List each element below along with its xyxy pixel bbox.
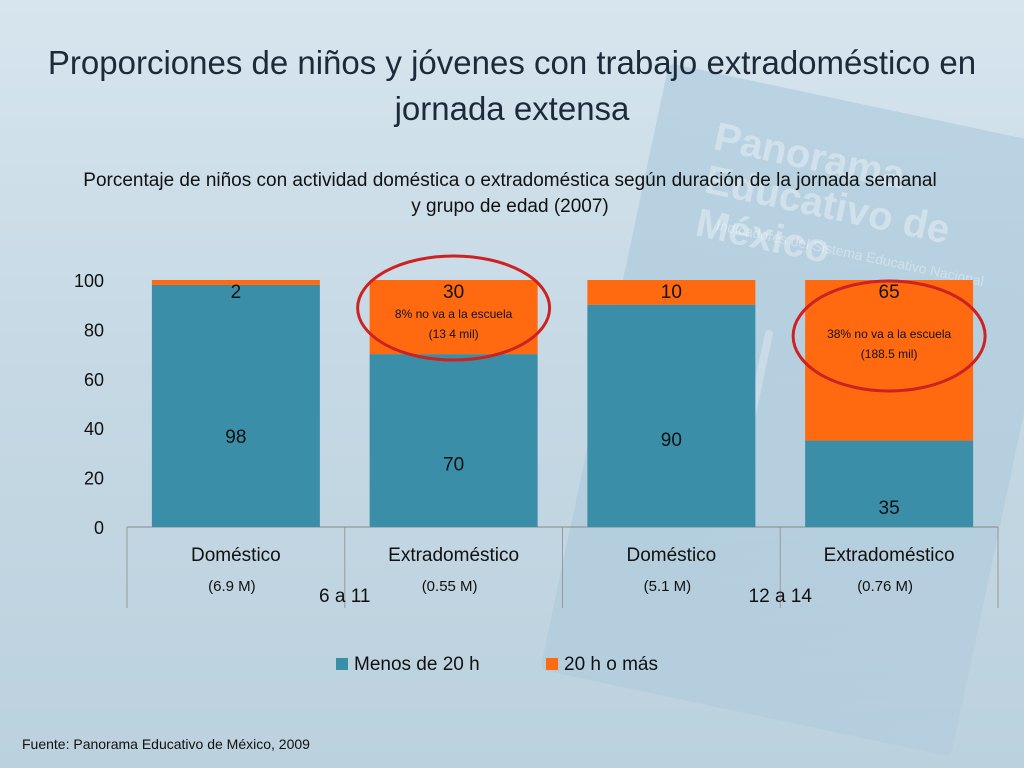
data-label: 10 <box>661 282 682 303</box>
annotation-text: 8% no va a la escuela <box>395 307 513 321</box>
slide-title: Proporciones de niños y jóvenes con trab… <box>47 44 977 127</box>
bar-segment <box>805 440 974 527</box>
bar-segment <box>587 304 756 527</box>
source-note: Fuente: Panorama Educativo de México, 20… <box>22 736 310 752</box>
bar-segment <box>805 280 974 441</box>
bar-segment <box>151 284 320 527</box>
annotation-text: (188.5 mil) <box>861 347 918 361</box>
y-tick-label: 80 <box>84 320 104 340</box>
data-label: 98 <box>225 427 246 448</box>
chart-title: Porcentaje de niños con actividad domést… <box>83 170 937 217</box>
annotation-text: (13 4 mil) <box>429 327 479 341</box>
category-size-label: (6.9 M) <box>208 578 256 595</box>
highlight-ellipse <box>791 279 987 393</box>
legend-swatch <box>546 658 558 670</box>
y-tick-label: 100 <box>74 271 104 291</box>
group-label: 12 a 14 <box>749 586 813 607</box>
highlight-ellipse <box>356 254 552 362</box>
group-label: 6 a 11 <box>319 586 370 607</box>
bar-segment <box>369 354 538 527</box>
y-tick-label: 60 <box>84 370 104 390</box>
stacked-bar-chart: 0 20 40 60 80 100 98 2 Doméstico (6.9 M) 70 30 Extra… <box>74 254 999 675</box>
category-size-label: (5.1 M) <box>644 578 692 595</box>
legend-swatch <box>336 658 348 670</box>
data-label: 2 <box>231 282 242 303</box>
y-tick-label: 40 <box>84 419 104 439</box>
data-label: 35 <box>879 498 900 519</box>
category-size-label: (0.76 M) <box>857 578 913 595</box>
category-size-label: (0.55 M) <box>422 578 478 595</box>
category-label: Extradoméstico <box>388 545 519 566</box>
data-label: 30 <box>443 282 464 303</box>
data-label: 70 <box>443 455 464 476</box>
legend-label: 20 h o más <box>564 654 658 675</box>
category-label: Doméstico <box>627 545 717 566</box>
y-tick-label: 20 <box>84 469 104 489</box>
bar-segment <box>587 280 756 305</box>
y-tick-label: 0 <box>94 518 104 538</box>
data-label: 65 <box>879 282 900 303</box>
bar-segment <box>369 280 538 355</box>
category-label: Extradoméstico <box>824 545 955 566</box>
bar-segment <box>151 280 320 285</box>
annotation-text: 38% no va a la escuela <box>827 327 951 341</box>
data-label: 90 <box>661 430 682 451</box>
category-label: Doméstico <box>191 545 281 566</box>
legend-label: Menos de 20 h <box>354 654 480 675</box>
